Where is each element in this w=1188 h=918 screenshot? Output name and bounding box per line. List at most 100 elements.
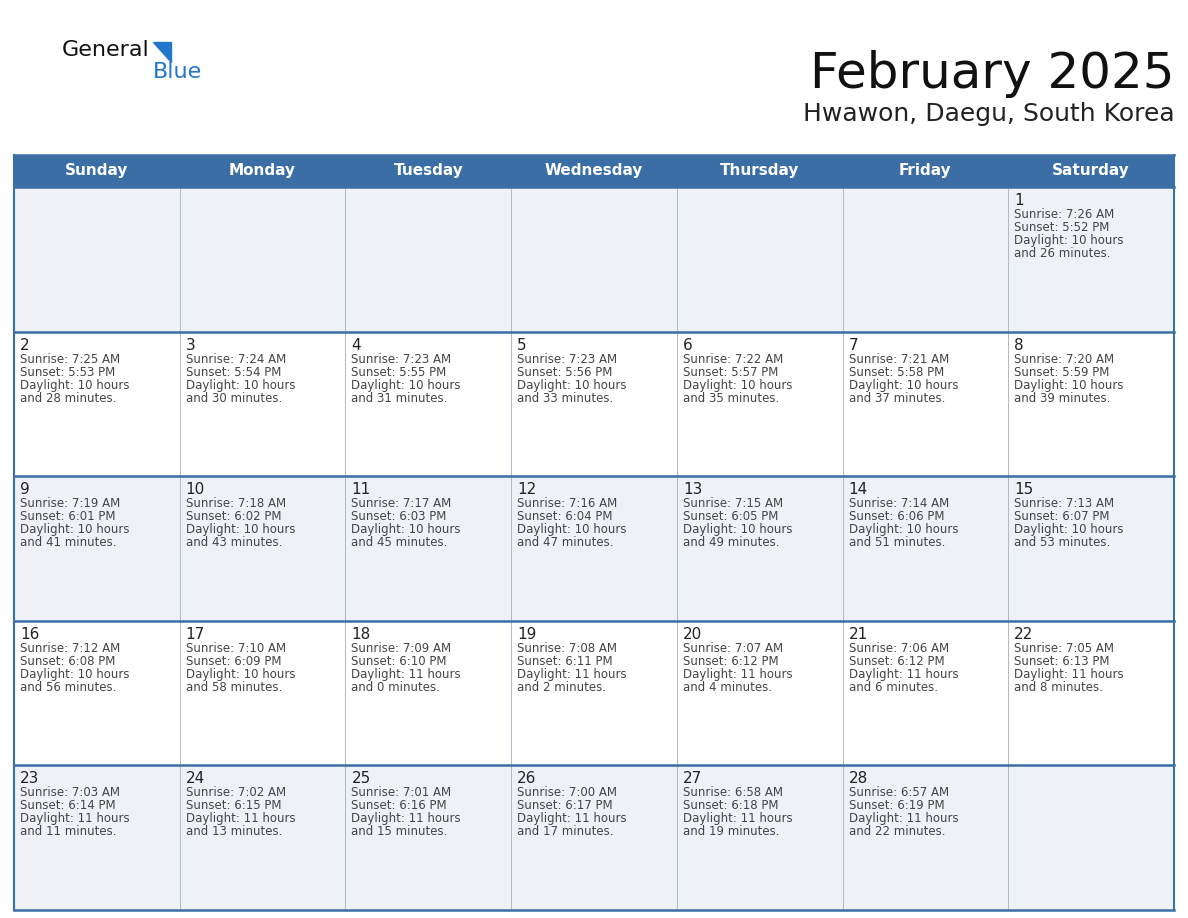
Text: Sunset: 5:54 PM: Sunset: 5:54 PM	[185, 365, 282, 378]
Text: 4: 4	[352, 338, 361, 353]
Text: Sunrise: 7:22 AM: Sunrise: 7:22 AM	[683, 353, 783, 365]
Text: Sunrise: 7:12 AM: Sunrise: 7:12 AM	[20, 642, 120, 655]
Text: Sunset: 6:14 PM: Sunset: 6:14 PM	[20, 800, 115, 812]
Text: Sunset: 6:12 PM: Sunset: 6:12 PM	[683, 655, 778, 667]
Text: Sunset: 5:52 PM: Sunset: 5:52 PM	[1015, 221, 1110, 234]
Text: and 51 minutes.: and 51 minutes.	[848, 536, 944, 549]
Text: 15: 15	[1015, 482, 1034, 498]
Text: Sunrise: 7:24 AM: Sunrise: 7:24 AM	[185, 353, 286, 365]
Text: Daylight: 10 hours: Daylight: 10 hours	[848, 523, 958, 536]
Text: Daylight: 11 hours: Daylight: 11 hours	[683, 667, 792, 681]
Text: 27: 27	[683, 771, 702, 787]
Text: Sunrise: 7:23 AM: Sunrise: 7:23 AM	[517, 353, 618, 365]
Text: Daylight: 10 hours: Daylight: 10 hours	[20, 523, 129, 536]
Text: Daylight: 10 hours: Daylight: 10 hours	[185, 523, 295, 536]
Text: 25: 25	[352, 771, 371, 787]
Text: Daylight: 11 hours: Daylight: 11 hours	[848, 667, 959, 681]
Text: Daylight: 10 hours: Daylight: 10 hours	[20, 667, 129, 681]
Text: Sunrise: 7:05 AM: Sunrise: 7:05 AM	[1015, 642, 1114, 655]
Text: Sunrise: 7:03 AM: Sunrise: 7:03 AM	[20, 787, 120, 800]
Text: Sunrise: 7:18 AM: Sunrise: 7:18 AM	[185, 498, 286, 510]
Bar	[14, 155, 1174, 187]
Text: 3: 3	[185, 338, 196, 353]
Text: 12: 12	[517, 482, 537, 498]
Text: 22: 22	[1015, 627, 1034, 642]
Text: Sunset: 6:04 PM: Sunset: 6:04 PM	[517, 510, 613, 523]
Text: Blue: Blue	[153, 62, 202, 82]
Text: Sunrise: 7:07 AM: Sunrise: 7:07 AM	[683, 642, 783, 655]
Text: Sunset: 6:17 PM: Sunset: 6:17 PM	[517, 800, 613, 812]
Text: 13: 13	[683, 482, 702, 498]
Text: Monday: Monday	[229, 163, 296, 178]
Text: and 56 minutes.: and 56 minutes.	[20, 681, 116, 694]
Text: 2: 2	[20, 338, 30, 353]
Text: and 6 minutes.: and 6 minutes.	[848, 681, 937, 694]
Text: Daylight: 10 hours: Daylight: 10 hours	[352, 378, 461, 392]
Text: and 0 minutes.: and 0 minutes.	[352, 681, 441, 694]
Text: Tuesday: Tuesday	[393, 163, 463, 178]
Text: and 35 minutes.: and 35 minutes.	[683, 392, 779, 405]
Text: Saturday: Saturday	[1053, 163, 1130, 178]
Text: 17: 17	[185, 627, 206, 642]
Text: Sunrise: 7:19 AM: Sunrise: 7:19 AM	[20, 498, 120, 510]
Text: Sunrise: 7:06 AM: Sunrise: 7:06 AM	[848, 642, 949, 655]
Polygon shape	[153, 42, 171, 62]
Text: Sunset: 6:19 PM: Sunset: 6:19 PM	[848, 800, 944, 812]
Text: 14: 14	[848, 482, 867, 498]
Text: and 15 minutes.: and 15 minutes.	[352, 825, 448, 838]
Text: Daylight: 10 hours: Daylight: 10 hours	[185, 667, 295, 681]
Text: and 58 minutes.: and 58 minutes.	[185, 681, 282, 694]
Text: 26: 26	[517, 771, 537, 787]
Text: Daylight: 10 hours: Daylight: 10 hours	[1015, 234, 1124, 247]
Text: 11: 11	[352, 482, 371, 498]
Text: and 28 minutes.: and 28 minutes.	[20, 392, 116, 405]
Text: Daylight: 11 hours: Daylight: 11 hours	[517, 667, 627, 681]
Text: and 4 minutes.: and 4 minutes.	[683, 681, 772, 694]
Text: 1: 1	[1015, 193, 1024, 208]
Text: Sunset: 6:07 PM: Sunset: 6:07 PM	[1015, 510, 1110, 523]
Text: 20: 20	[683, 627, 702, 642]
Text: Sunrise: 7:08 AM: Sunrise: 7:08 AM	[517, 642, 617, 655]
Text: Friday: Friday	[899, 163, 952, 178]
Text: Sunrise: 7:01 AM: Sunrise: 7:01 AM	[352, 787, 451, 800]
Text: 6: 6	[683, 338, 693, 353]
Text: Daylight: 10 hours: Daylight: 10 hours	[1015, 523, 1124, 536]
Text: and 49 minutes.: and 49 minutes.	[683, 536, 779, 549]
Text: Sunset: 5:55 PM: Sunset: 5:55 PM	[352, 365, 447, 378]
Text: 21: 21	[848, 627, 867, 642]
Text: Daylight: 11 hours: Daylight: 11 hours	[185, 812, 296, 825]
Text: 28: 28	[848, 771, 867, 787]
Bar	[14, 766, 1174, 910]
Text: Hwawon, Daegu, South Korea: Hwawon, Daegu, South Korea	[803, 102, 1175, 126]
Text: 18: 18	[352, 627, 371, 642]
Text: General: General	[62, 40, 150, 60]
Text: Sunrise: 7:17 AM: Sunrise: 7:17 AM	[352, 498, 451, 510]
Text: Sunset: 6:10 PM: Sunset: 6:10 PM	[352, 655, 447, 667]
Text: Daylight: 11 hours: Daylight: 11 hours	[20, 812, 129, 825]
Text: Sunrise: 7:00 AM: Sunrise: 7:00 AM	[517, 787, 617, 800]
Text: Sunset: 6:01 PM: Sunset: 6:01 PM	[20, 510, 115, 523]
Text: Sunset: 6:15 PM: Sunset: 6:15 PM	[185, 800, 282, 812]
Text: Daylight: 10 hours: Daylight: 10 hours	[517, 523, 626, 536]
Text: Daylight: 11 hours: Daylight: 11 hours	[352, 812, 461, 825]
Bar	[14, 476, 1174, 621]
Text: Daylight: 11 hours: Daylight: 11 hours	[1015, 667, 1124, 681]
Text: February 2025: February 2025	[810, 50, 1175, 98]
Text: and 47 minutes.: and 47 minutes.	[517, 536, 614, 549]
Text: and 33 minutes.: and 33 minutes.	[517, 392, 613, 405]
Text: Sunrise: 7:25 AM: Sunrise: 7:25 AM	[20, 353, 120, 365]
Text: Daylight: 11 hours: Daylight: 11 hours	[683, 812, 792, 825]
Text: and 26 minutes.: and 26 minutes.	[1015, 247, 1111, 260]
Text: Sunset: 5:58 PM: Sunset: 5:58 PM	[848, 365, 943, 378]
Text: Daylight: 10 hours: Daylight: 10 hours	[20, 378, 129, 392]
Text: Sunrise: 7:26 AM: Sunrise: 7:26 AM	[1015, 208, 1114, 221]
Text: and 2 minutes.: and 2 minutes.	[517, 681, 606, 694]
Text: Daylight: 10 hours: Daylight: 10 hours	[185, 378, 295, 392]
Text: Daylight: 10 hours: Daylight: 10 hours	[352, 523, 461, 536]
Text: and 45 minutes.: and 45 minutes.	[352, 536, 448, 549]
Text: Daylight: 10 hours: Daylight: 10 hours	[1015, 378, 1124, 392]
Text: 9: 9	[20, 482, 30, 498]
Text: Sunset: 6:05 PM: Sunset: 6:05 PM	[683, 510, 778, 523]
Text: Sunset: 6:08 PM: Sunset: 6:08 PM	[20, 655, 115, 667]
Text: Sunset: 6:06 PM: Sunset: 6:06 PM	[848, 510, 944, 523]
